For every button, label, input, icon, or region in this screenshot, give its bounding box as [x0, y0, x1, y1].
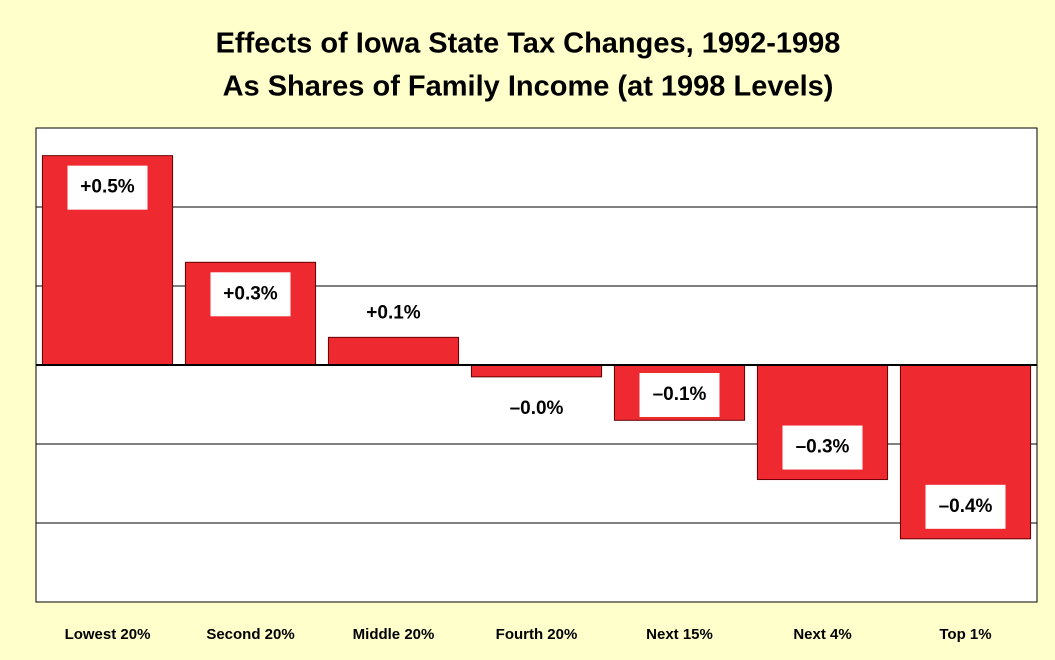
value-label: +0.3% [223, 283, 278, 304]
bar [470, 364, 603, 378]
x-tick-label: Top 1% [939, 626, 991, 643]
label-box [782, 425, 863, 470]
value-label: +0.1% [366, 302, 421, 323]
x-tick-label: Next 4% [793, 626, 851, 643]
x-tick-label: Lowest 20% [65, 626, 151, 643]
chart-title: Effects of Iowa State Tax Changes, 1992-… [216, 28, 841, 60]
x-tick-label: Middle 20% [353, 626, 435, 643]
label-box [925, 484, 1006, 529]
value-label: –0.4% [939, 496, 993, 517]
value-label: –0.0% [510, 398, 564, 419]
label-box [639, 373, 720, 417]
label-box [67, 165, 148, 210]
x-tick-label: Fourth 20% [496, 626, 578, 643]
bar [327, 336, 460, 366]
x-tick-label: Second 20% [206, 626, 294, 643]
value-label: –0.1% [653, 384, 707, 405]
value-label: +0.5% [80, 177, 135, 198]
chart-subtitle: As Shares of Family Income (at 1998 Leve… [223, 71, 834, 103]
label-box [210, 272, 291, 317]
x-tick-label: Next 15% [646, 626, 713, 643]
value-label: –0.3% [796, 437, 850, 458]
